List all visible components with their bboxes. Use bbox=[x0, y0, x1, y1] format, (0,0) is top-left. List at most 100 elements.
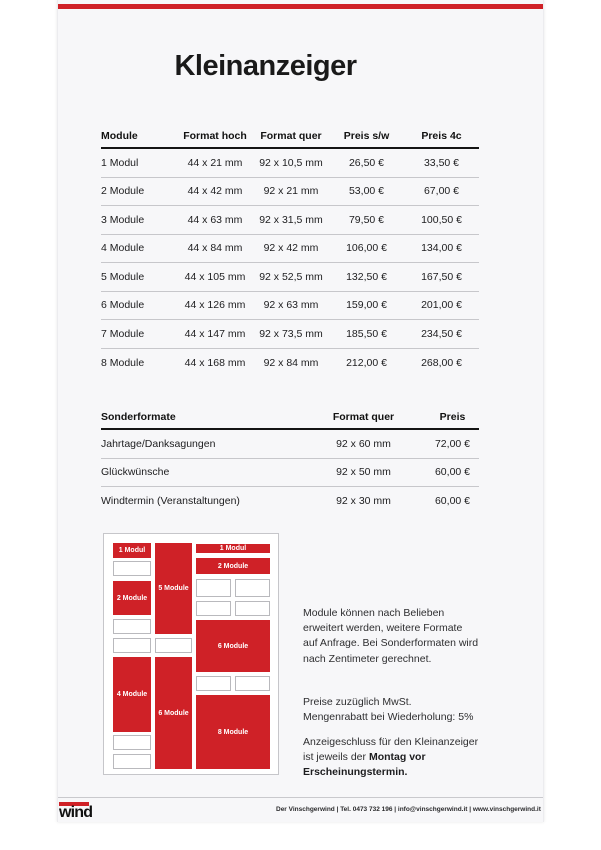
module-block: 2 Module bbox=[196, 558, 270, 574]
note-deadline-text: Anzeigeschluss für den Kleinanzeiger ist… bbox=[303, 736, 479, 764]
table-cell: 26,50 € bbox=[348, 156, 385, 169]
table-row: Jahrtage/Danksagungen 92 x 60 mm 72,00 € bbox=[101, 430, 479, 459]
table-cell: 106,00 € bbox=[346, 242, 387, 255]
table-header-row: Module Format hoch Format quer Preis s/w Pre… bbox=[101, 115, 479, 149]
table-cell: 4 Module bbox=[101, 242, 145, 255]
table-cell: 60,00 € bbox=[434, 495, 471, 508]
table-cell: 72,00 € bbox=[434, 437, 471, 450]
table-cell: 8 Module bbox=[101, 356, 145, 369]
table-row: 8 Module 44 x 168 mm 92 x 84 mm 212,00 € 268… bbox=[101, 349, 479, 378]
table-cell: 268,00 € bbox=[421, 356, 462, 369]
table-row: 1 Modul 44 x 21 mm 92 x 10,5 mm 26,50 € 33,5… bbox=[101, 149, 479, 178]
module-block: 1 Modul bbox=[113, 543, 151, 558]
empty-module-slot bbox=[113, 619, 151, 634]
table-row: Glückwünsche 92 x 50 mm 60,00 € bbox=[101, 459, 479, 487]
table-cell: 92 x 50 mm bbox=[336, 466, 391, 479]
module-size-diagram: 1 Modul 2 Module 4 Module 5 Module 6 Module 1… bbox=[103, 533, 279, 775]
footer-contact: Der Vinschgerwind | Tel. 0473 732 196 | … bbox=[276, 806, 541, 813]
page-title: Kleinanzeiger bbox=[174, 50, 357, 82]
table-cell: 100,50 € bbox=[421, 213, 462, 226]
module-block: 5 Module bbox=[155, 543, 192, 634]
empty-module-slot bbox=[155, 638, 192, 653]
empty-module-slot bbox=[235, 579, 270, 597]
table-cell: 185,50 € bbox=[346, 327, 387, 340]
table-cell: 92 x 42 mm bbox=[263, 242, 319, 255]
empty-module-slot bbox=[196, 676, 231, 691]
table-cell: 53,00 € bbox=[348, 185, 385, 198]
table-cell: 1 Modul bbox=[101, 156, 139, 169]
column-header: Preis 4c bbox=[421, 130, 462, 142]
table-cell: 92 x 10,5 mm bbox=[259, 156, 323, 169]
table-cell: 44 x 126 mm bbox=[184, 299, 246, 312]
page: Kleinanzeiger Module Format hoch Format qu… bbox=[57, 0, 544, 822]
brand-red-bar bbox=[58, 4, 543, 9]
module-block: 6 Module bbox=[196, 620, 270, 672]
table-row: 6 Module 44 x 126 mm 92 x 63 mm 159,00 € 201… bbox=[101, 292, 479, 320]
empty-module-slot bbox=[113, 638, 151, 653]
empty-module-slot bbox=[113, 735, 151, 750]
table-cell: 92 x 73,5 mm bbox=[259, 327, 323, 340]
table-cell: 212,00 € bbox=[346, 356, 387, 369]
table-cell: 44 x 105 mm bbox=[184, 270, 246, 283]
empty-module-slot bbox=[235, 601, 270, 616]
table-cell: 79,50 € bbox=[348, 213, 385, 226]
table-cell: 44 x 63 mm bbox=[187, 213, 243, 226]
table-cell: 2 Module bbox=[101, 185, 145, 198]
table-cell: 92 x 30 mm bbox=[336, 495, 391, 508]
module-block: 1 Modul bbox=[196, 544, 270, 553]
wind-logo: wind bbox=[59, 802, 93, 821]
table-cell: 67,00 € bbox=[423, 185, 460, 198]
table-cell: 44 x 84 mm bbox=[187, 242, 243, 255]
table-cell: 167,50 € bbox=[421, 270, 462, 283]
table-cell: 44 x 168 mm bbox=[184, 356, 246, 369]
table-cell: 134,00 € bbox=[421, 242, 462, 255]
column-header: Sonderformate bbox=[101, 411, 176, 423]
column-header: Format quer bbox=[260, 130, 322, 142]
table-cell: 92 x 21 mm bbox=[263, 185, 319, 198]
table-row: 7 Module 44 x 147 mm 92 x 73,5 mm 185,50 € 2… bbox=[101, 320, 479, 349]
table-cell: 92 x 52,5 mm bbox=[259, 270, 323, 283]
column-header: Format quer bbox=[332, 411, 395, 423]
table-cell: 234,50 € bbox=[421, 327, 462, 340]
empty-module-slot bbox=[113, 754, 151, 769]
table-cell: 44 x 147 mm bbox=[184, 327, 246, 340]
note-deadline: Anzeigeschluss für den Kleinanzeiger ist… bbox=[303, 735, 489, 781]
footer-divider bbox=[58, 797, 543, 798]
table-header-row: Sonderformate Format quer Preis bbox=[101, 396, 479, 430]
note-modules: Module können nach Belieben erweitert we… bbox=[303, 607, 479, 665]
table-cell: Jahrtage/Danksagungen bbox=[101, 437, 216, 450]
empty-module-slot bbox=[235, 676, 270, 691]
logo-wordmark: wind bbox=[59, 804, 93, 821]
table-row: 3 Module 44 x 63 mm 92 x 31,5 mm 79,50 € 100… bbox=[101, 206, 479, 235]
table-cell: 92 x 60 mm bbox=[336, 437, 391, 450]
table-cell: Glückwünsche bbox=[101, 466, 170, 479]
table-cell: Windtermin (Veranstaltungen) bbox=[101, 495, 240, 508]
table-cell: 132,50 € bbox=[346, 270, 387, 283]
module-price-table: Module Format hoch Format quer Preis s/w Pre… bbox=[101, 115, 479, 377]
table-cell: 201,00 € bbox=[421, 299, 462, 312]
table-cell: 6 Module bbox=[101, 299, 145, 312]
column-header: Preis bbox=[439, 411, 466, 423]
table-cell: 5 Module bbox=[101, 270, 145, 283]
table-cell: 7 Module bbox=[101, 327, 145, 340]
column-header: Format hoch bbox=[183, 130, 247, 142]
table-cell: 159,00 € bbox=[346, 299, 387, 312]
table-cell: 44 x 21 mm bbox=[187, 156, 243, 169]
special-format-table: Sonderformate Format quer Preis Jahrtage/Da… bbox=[101, 396, 479, 516]
empty-module-slot bbox=[196, 579, 231, 597]
table-cell: 60,00 € bbox=[434, 466, 471, 479]
table-cell: 44 x 42 mm bbox=[187, 185, 243, 198]
table-cell: 92 x 63 mm bbox=[263, 299, 319, 312]
module-block: 4 Module bbox=[113, 657, 151, 732]
empty-module-slot bbox=[196, 601, 231, 616]
logo-red-mark bbox=[59, 802, 89, 806]
table-row: 5 Module 44 x 105 mm 92 x 52,5 mm 132,50 € 1… bbox=[101, 263, 479, 292]
table-cell: 33,50 € bbox=[423, 156, 460, 169]
module-block: 6 Module bbox=[155, 657, 192, 769]
table-cell: 92 x 31,5 mm bbox=[259, 213, 323, 226]
table-cell: 3 Module bbox=[101, 213, 145, 226]
table-row: Windtermin (Veranstaltungen) 92 x 30 mm 60… bbox=[101, 487, 479, 516]
table-row: 2 Module 44 x 42 mm 92 x 21 mm 53,00 € 67,00… bbox=[101, 178, 479, 206]
note-deadline-bold: Montag vor Erscheinungstermin. bbox=[303, 751, 426, 779]
module-block: 2 Module bbox=[113, 581, 151, 615]
